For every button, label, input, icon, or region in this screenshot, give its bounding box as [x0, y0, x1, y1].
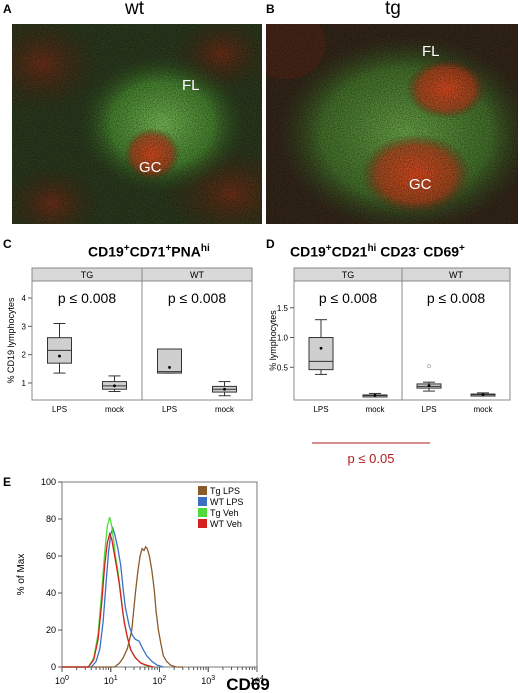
y-tick-label: 20: [46, 625, 56, 635]
y-axis-label: % of Max: [16, 554, 27, 596]
x-tick-label: LPS: [162, 405, 177, 414]
chart-c-title-sup: +: [165, 243, 172, 254]
facet-label: WT: [449, 270, 463, 280]
p-value-label: p ≤ 0.008: [58, 290, 116, 306]
significance-label: p ≤ 0.05: [348, 451, 395, 466]
chart-d-title-part: CD19: [290, 243, 326, 260]
y-tick-label: 40: [46, 588, 56, 598]
mean-point: [168, 366, 171, 369]
legend-label: WT LPS: [210, 497, 243, 507]
y-tick-label: 4: [22, 294, 27, 303]
facet-label: WT: [190, 270, 204, 280]
chart-d-title: CD19+CD21hi CD23- CD69+: [290, 243, 465, 260]
legend-label: Tg LPS: [210, 486, 240, 496]
legend-label: WT Veh: [210, 519, 242, 529]
facet-frame: [401, 280, 511, 401]
outlier-point: [426, 363, 432, 369]
histogram-line: [62, 545, 183, 668]
mean-point: [223, 387, 226, 391]
box: [157, 348, 182, 374]
y-tick-label: 1: [22, 379, 27, 388]
y-tick-label: 60: [46, 551, 56, 561]
mean-point: [427, 384, 431, 388]
chart-d-title-sup: -: [416, 243, 420, 254]
micrograph-tg: FL GC: [266, 24, 518, 224]
legend-swatch: [198, 508, 207, 517]
micrograph-wt: FL GC: [12, 24, 262, 224]
x-axis-label: CD69: [226, 675, 269, 693]
y-tick-label: 3: [22, 322, 27, 331]
panel-letter-e: E: [3, 475, 12, 489]
y-tick-label: 2: [22, 351, 27, 360]
y-axis-label: % lymphocytes: [268, 310, 278, 371]
x-tick-label: 100: [55, 675, 69, 686]
x-tick-label: LPS: [421, 405, 436, 414]
y-tick-label: 80: [46, 514, 56, 524]
panel-letter-b: B: [266, 2, 275, 16]
panel-letter-d: D: [266, 237, 275, 251]
box: [308, 337, 334, 371]
chart-c-title-sup: +: [123, 243, 130, 254]
panel-a-title: wt: [125, 0, 144, 19]
x-tick-label: mock: [105, 405, 125, 414]
micrograph-wt-image: [12, 24, 262, 224]
p-value-label: p ≤ 0.008: [168, 290, 226, 306]
chart-d-title-sup: +: [325, 243, 332, 254]
facet-label: TG: [342, 270, 355, 280]
chart-d-title-part: CD69: [419, 243, 460, 260]
y-tick-label: 0: [51, 662, 56, 672]
mean-point: [373, 393, 377, 397]
x-tick-label: mock: [215, 405, 235, 414]
chart-d-title-part: CD23: [376, 243, 417, 260]
y-axis-label: % CD19 lymphocytes: [6, 297, 16, 384]
chart-d-title-sup: +: [459, 243, 465, 254]
chart-c-boxplot: % CD19 lymphocytes 1 2 3 4 TG p ≤ 0.008 LPS mock…: [6, 267, 253, 414]
histogram-line: [62, 526, 164, 668]
label-fl-wt: FL: [182, 77, 200, 94]
x-tick-label: 101: [104, 675, 118, 686]
mean-point: [481, 393, 485, 397]
panel-letter-c: C: [3, 237, 12, 251]
p-value-label: p ≤ 0.008: [319, 290, 377, 306]
facet-label: TG: [81, 270, 94, 280]
mean-point: [319, 346, 323, 350]
x-tick-label: mock: [473, 405, 493, 414]
x-tick-label: 104: [250, 675, 264, 686]
y-tick-label: 1.0: [277, 334, 289, 343]
x-tick-label: 103: [201, 675, 215, 686]
panel-letter-a: A: [3, 2, 12, 16]
x-tick-label: LPS: [313, 405, 328, 414]
y-tick-label: 100: [41, 477, 56, 487]
micrograph-tg-image: [266, 24, 518, 224]
chart-c-title-part: CD71: [129, 243, 166, 260]
y-tick-label: 1.5: [277, 304, 289, 313]
panel-b-title: tg: [385, 0, 401, 19]
chart-d-title-part: CD21: [331, 243, 368, 260]
chart-c-title-part: PNA: [171, 243, 201, 260]
x-tick-label: 102: [153, 675, 167, 686]
y-tick-label: 0.5: [277, 363, 289, 372]
chart-c-title-sup: hi: [200, 243, 210, 254]
chart-c-title: CD19+CD71+PNAhi: [88, 243, 210, 260]
chart-c-title-part: CD19: [88, 243, 124, 260]
x-tick-label: mock: [365, 405, 385, 414]
legend-swatch: [198, 486, 207, 495]
histogram-line: [62, 516, 153, 668]
p-value-label: p ≤ 0.008: [427, 290, 485, 306]
label-fl-tg: FL: [422, 43, 440, 60]
x-tick-label: LPS: [52, 405, 67, 414]
mean-point: [113, 384, 116, 388]
legend-swatch: [198, 519, 207, 528]
mean-point: [58, 354, 61, 358]
label-gc-wt: GC: [139, 159, 162, 176]
histogram-line: [62, 531, 154, 668]
legend-label: Tg Veh: [210, 508, 239, 518]
chart-d-title-sup: hi: [367, 243, 377, 254]
facet-frame: [141, 280, 253, 401]
legend-swatch: [198, 497, 207, 506]
label-gc-tg: GC: [409, 176, 432, 193]
